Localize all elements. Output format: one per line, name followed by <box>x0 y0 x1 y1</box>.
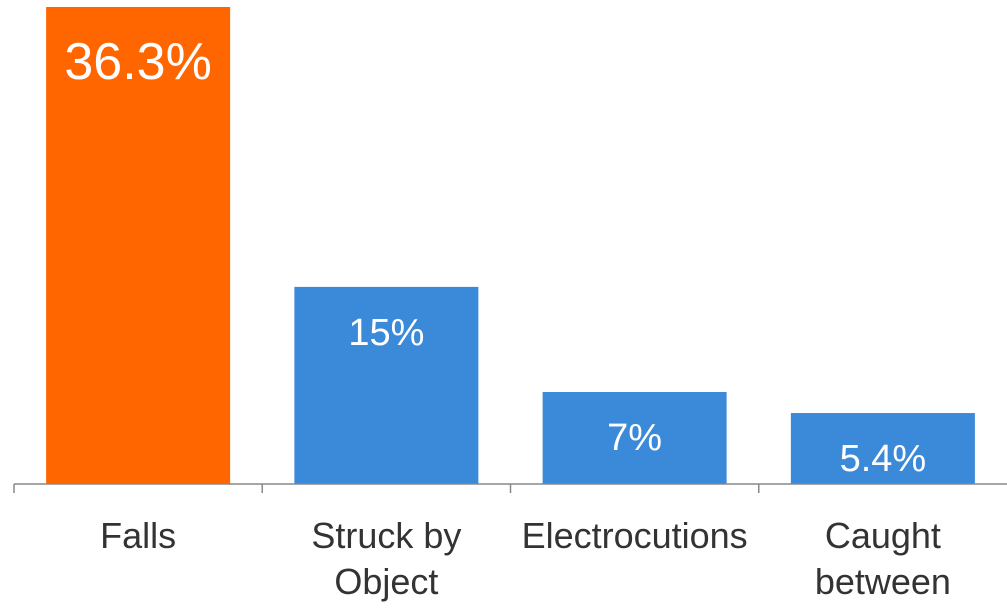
bar-1 <box>294 286 479 484</box>
bar-value-label-0: 36.3% <box>64 33 211 91</box>
category-labels: Falls Struck by Object Electrocutions Caught… <box>100 515 951 602</box>
x-axis <box>13 483 1007 493</box>
category-label-1: Struck by Object <box>311 515 461 602</box>
bars-group: 36.3% 15% 7% 5.4% <box>46 7 975 484</box>
bar-0 <box>46 7 231 484</box>
bar-value-label-1: 15% <box>348 312 424 354</box>
category-label-0: Falls <box>100 515 176 556</box>
bar-3 <box>790 413 975 484</box>
bar-value-label-3: 5.4% <box>840 438 927 480</box>
category-label-2: Electrocutions <box>522 515 748 556</box>
category-label-3: Caught between <box>815 515 951 602</box>
bar-value-label-2: 7% <box>607 417 662 459</box>
bar-2 <box>542 392 727 484</box>
